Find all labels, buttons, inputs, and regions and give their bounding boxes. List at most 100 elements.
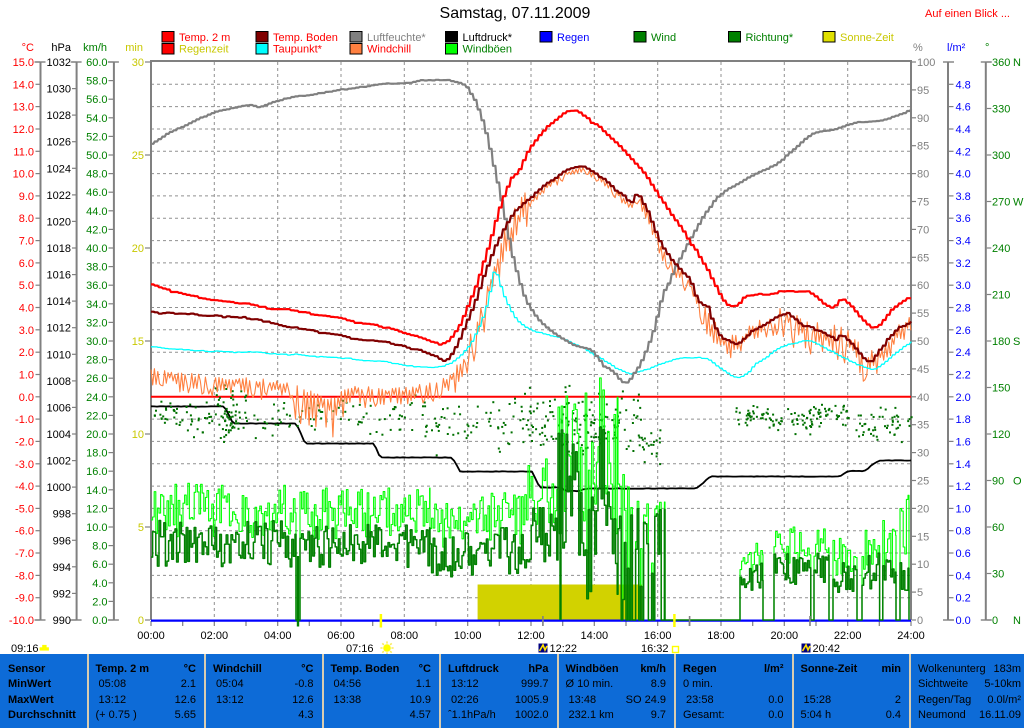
svg-text:60: 60: [992, 522, 1004, 534]
svg-text:1018: 1018: [47, 243, 71, 255]
svg-text:990: 990: [53, 615, 71, 627]
svg-text:22:00: 22:00: [834, 630, 862, 642]
svg-text:994: 994: [53, 562, 71, 574]
svg-text:00:00: 00:00: [137, 630, 165, 642]
svg-text:40.0: 40.0: [86, 243, 107, 255]
svg-text:2.6: 2.6: [956, 325, 971, 337]
svg-text:Windböen: Windböen: [463, 44, 513, 56]
svg-text:1004: 1004: [47, 429, 71, 441]
svg-text:3.8: 3.8: [956, 191, 971, 203]
svg-text:-3.0: -3.0: [15, 459, 34, 471]
svg-text:12.0: 12.0: [86, 503, 107, 515]
svg-text:34.0: 34.0: [86, 299, 107, 311]
svg-text:1010: 1010: [47, 349, 71, 361]
svg-text:1028: 1028: [47, 110, 71, 122]
svg-text:4.2: 4.2: [956, 146, 971, 158]
svg-text:44.0: 44.0: [86, 206, 107, 218]
svg-text:1016: 1016: [47, 270, 71, 282]
svg-text:58.0: 58.0: [86, 76, 107, 88]
svg-text:Temp. Boden: Temp. Boden: [273, 32, 338, 44]
svg-text:28.0: 28.0: [86, 355, 107, 367]
svg-text:65: 65: [917, 252, 929, 264]
svg-text:36.0: 36.0: [86, 280, 107, 292]
svg-text:Windchill: Windchill: [367, 44, 411, 56]
svg-text:20: 20: [917, 503, 929, 515]
svg-text:25: 25: [132, 150, 144, 162]
svg-text:5: 5: [917, 587, 923, 599]
svg-text:Richtung*: Richtung*: [746, 32, 794, 44]
svg-text:11.0: 11.0: [13, 146, 34, 158]
svg-text:95: 95: [917, 85, 929, 97]
svg-text:07:16: 07:16: [346, 643, 374, 655]
svg-text:180: 180: [992, 336, 1010, 348]
svg-text:20: 20: [132, 243, 144, 255]
svg-text:15.0: 15.0: [13, 57, 34, 69]
svg-text:30: 30: [132, 57, 144, 69]
svg-text:l/m²: l/m²: [947, 42, 966, 54]
svg-text:1024: 1024: [47, 163, 71, 175]
svg-text:18:00: 18:00: [707, 630, 735, 642]
svg-text:0.6: 0.6: [956, 548, 971, 560]
svg-text:02:00: 02:00: [201, 630, 229, 642]
svg-text:0.8: 0.8: [956, 526, 971, 538]
svg-text:54.0: 54.0: [86, 113, 107, 125]
svg-text:0: 0: [917, 615, 923, 627]
svg-text:10:00: 10:00: [454, 630, 482, 642]
svg-text:210: 210: [992, 290, 1010, 302]
svg-text:0.0: 0.0: [956, 615, 971, 627]
svg-text:3.0: 3.0: [956, 280, 971, 292]
svg-text:5: 5: [138, 522, 144, 534]
svg-text:09:16: 09:16: [11, 643, 39, 655]
svg-text:996: 996: [53, 535, 71, 547]
svg-text:1008: 1008: [47, 376, 71, 388]
svg-text:85: 85: [917, 141, 929, 153]
svg-text:20.0: 20.0: [86, 429, 107, 441]
svg-text:13.0: 13.0: [13, 102, 34, 114]
svg-text:2.0: 2.0: [19, 347, 34, 359]
svg-text:3.2: 3.2: [956, 258, 971, 270]
svg-text:40: 40: [917, 392, 929, 404]
svg-text:14.0: 14.0: [86, 485, 107, 497]
svg-text:150: 150: [992, 383, 1010, 395]
svg-text:60.0: 60.0: [86, 57, 107, 69]
svg-text:1032: 1032: [47, 57, 71, 69]
svg-text:km/h: km/h: [83, 42, 107, 54]
svg-text:-1.0: -1.0: [15, 414, 34, 426]
svg-text:7.0: 7.0: [19, 236, 34, 248]
svg-text:0.0: 0.0: [19, 392, 34, 404]
svg-text:Luftdruck*: Luftdruck*: [463, 32, 513, 44]
svg-text:W: W: [1013, 197, 1024, 209]
svg-text:18.0: 18.0: [86, 448, 107, 460]
svg-text:5.0: 5.0: [19, 280, 34, 292]
svg-text:15: 15: [917, 531, 929, 543]
svg-text:Wind: Wind: [651, 32, 676, 44]
svg-text:52.0: 52.0: [86, 131, 107, 143]
svg-text:1002: 1002: [47, 456, 71, 468]
svg-text:60: 60: [917, 280, 929, 292]
svg-text:°: °: [985, 42, 989, 54]
svg-text:04:00: 04:00: [264, 630, 292, 642]
svg-text:32.0: 32.0: [86, 317, 107, 329]
svg-text:-10.0: -10.0: [9, 615, 34, 627]
svg-text:1.2: 1.2: [956, 481, 971, 493]
svg-text:O: O: [1013, 476, 1022, 488]
svg-text:240: 240: [992, 243, 1010, 255]
svg-text:6.0: 6.0: [92, 559, 107, 571]
svg-text:22.0: 22.0: [86, 410, 107, 422]
svg-text:50.0: 50.0: [86, 150, 107, 162]
svg-text:46.0: 46.0: [86, 187, 107, 199]
svg-text:90: 90: [917, 113, 929, 125]
svg-text:3.4: 3.4: [956, 236, 971, 248]
svg-text:°C: °C: [22, 42, 34, 54]
svg-text:4.4: 4.4: [956, 124, 971, 136]
svg-text:38.0: 38.0: [86, 262, 107, 274]
svg-text:4.6: 4.6: [956, 102, 971, 114]
svg-text:0.0: 0.0: [92, 615, 107, 627]
svg-text:4.0: 4.0: [19, 303, 34, 315]
svg-text:120: 120: [992, 429, 1010, 441]
svg-text:6.0: 6.0: [19, 258, 34, 270]
svg-text:16:00: 16:00: [644, 630, 672, 642]
svg-text:-8.0: -8.0: [15, 570, 34, 582]
svg-text:10: 10: [132, 429, 144, 441]
svg-text:-6.0: -6.0: [15, 526, 34, 538]
